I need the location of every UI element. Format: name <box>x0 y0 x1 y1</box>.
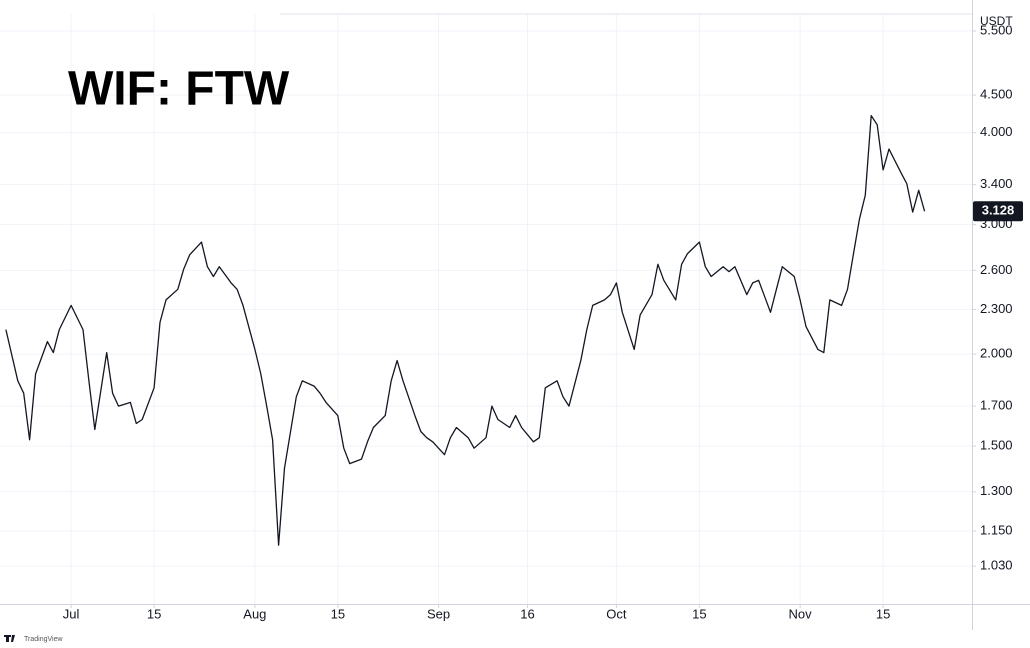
y-tick-label: 1.300 <box>980 483 1013 498</box>
y-tick-label: 1.700 <box>980 398 1013 413</box>
logo-text: TradingView <box>24 636 63 643</box>
last-price: 3.128 <box>973 201 1023 222</box>
plot-area <box>5 114 926 546</box>
y-tick-label: 1.500 <box>980 438 1013 453</box>
y-tick-label: 5.500 <box>980 22 1013 37</box>
x-tick-label: 16 <box>520 606 534 621</box>
y-tick-label: 4.000 <box>980 124 1013 139</box>
x-tick-label: 15 <box>876 606 890 621</box>
y-tick-label: 1.150 <box>980 522 1013 537</box>
y-unit: USDT <box>980 14 1013 28</box>
last-price-label: 3.128 <box>982 203 1015 218</box>
logo-icon <box>4 635 15 642</box>
y-tick-label: 4.500 <box>980 87 1013 102</box>
x-tick-label: Oct <box>606 606 627 621</box>
y-tick-label: 3.400 <box>980 176 1013 191</box>
y-tick-label: 2.000 <box>980 346 1013 361</box>
x-tick-label: Jul <box>63 606 80 621</box>
y-tick-label: 2.300 <box>980 301 1013 316</box>
last-price-box <box>973 201 1023 222</box>
price-line <box>5 114 926 546</box>
y-tick-label: 2.600 <box>980 262 1013 277</box>
x-tick-label: Aug <box>243 606 266 621</box>
x-tick-label: 15 <box>331 606 345 621</box>
x-tick-label: 15 <box>147 606 161 621</box>
x-tick-label: 15 <box>692 606 706 621</box>
chart-title: WIF: FTW <box>68 63 290 116</box>
grid <box>0 14 972 604</box>
y-tick-label: 1.030 <box>980 558 1013 573</box>
x-tick-label: Sep <box>427 606 450 621</box>
x-tick-label: Nov <box>789 606 813 621</box>
